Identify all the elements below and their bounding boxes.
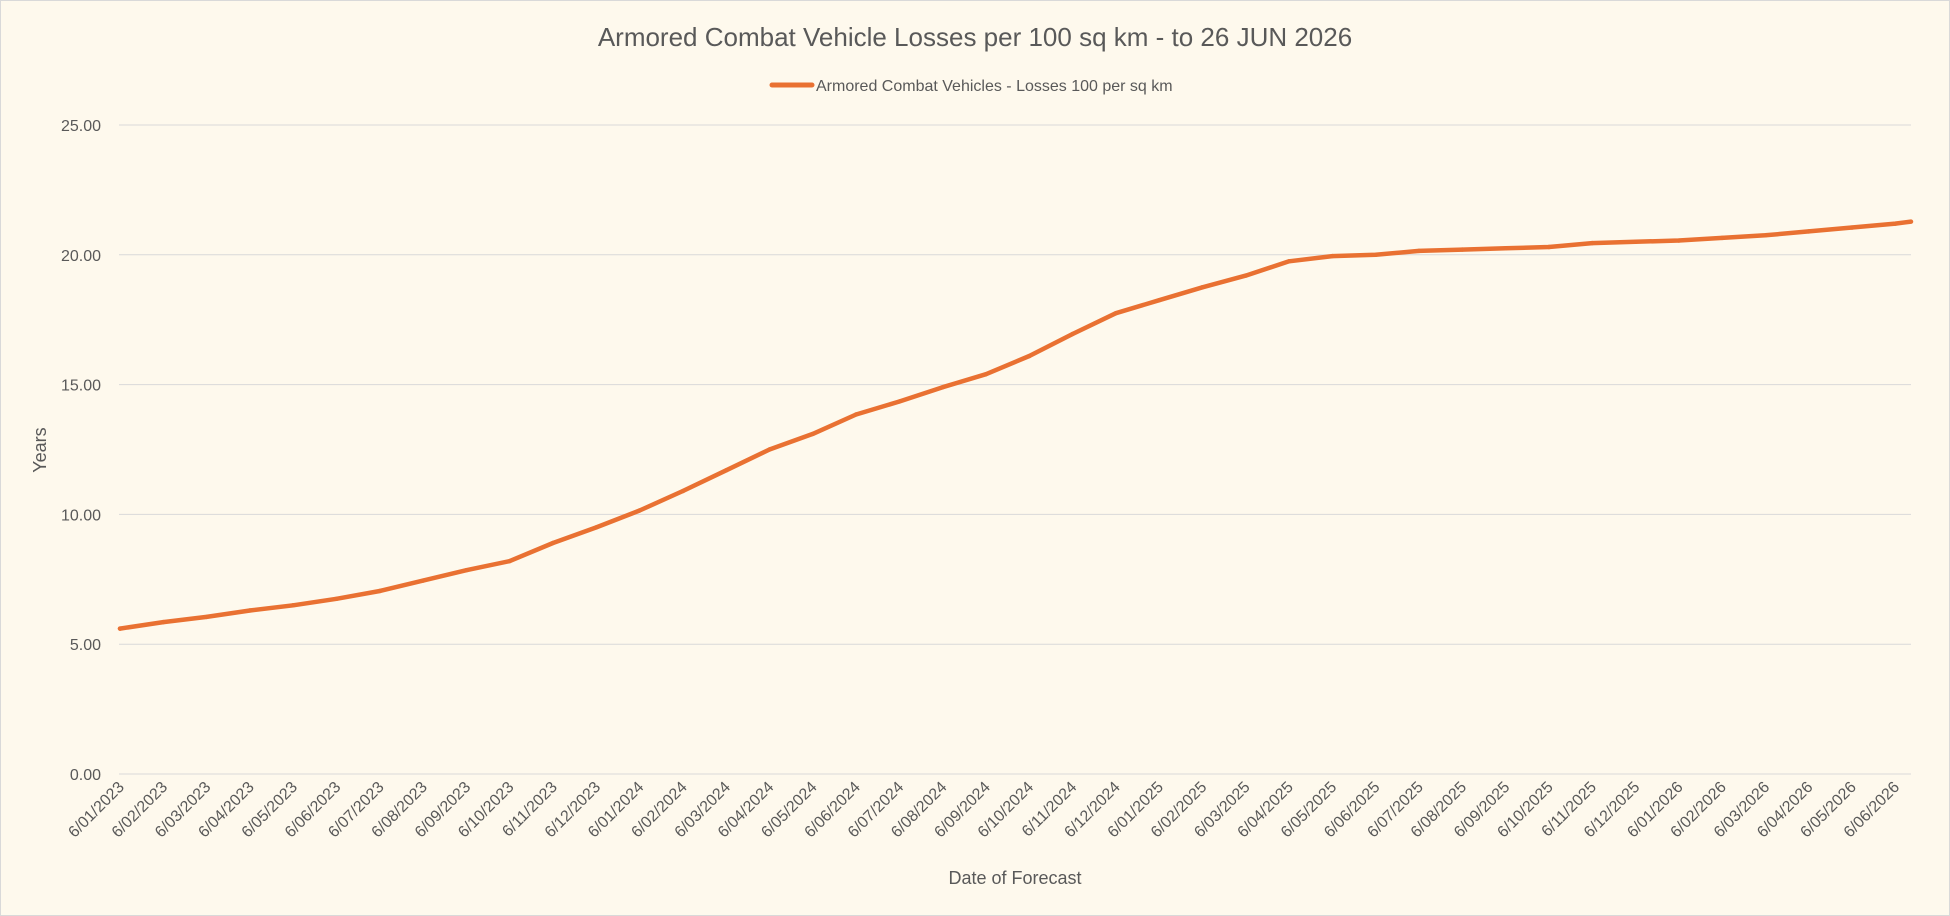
y-tick-label: 20.00 (61, 248, 101, 265)
y-axis-ticks: 0.00 5.00 10.00 15.00 20.00 25.00 (61, 118, 101, 784)
data-point (291, 603, 296, 608)
data-point (594, 525, 599, 530)
data-point (507, 558, 512, 564)
y-axis-title: Years (30, 427, 50, 472)
data-point (680, 488, 686, 494)
series-line (117, 219, 1914, 631)
data-point (1373, 252, 1378, 257)
data-point (1416, 248, 1422, 254)
y-tick-label: 25.00 (61, 118, 101, 135)
y-tick-label: 5.00 (70, 637, 101, 654)
data-point (420, 578, 426, 583)
data-point (1719, 235, 1725, 241)
data-point (1200, 285, 1205, 290)
data-point (1806, 229, 1811, 234)
data-point (377, 588, 382, 594)
data-point (1157, 298, 1162, 303)
data-point (1460, 247, 1465, 252)
data-point (1893, 221, 1898, 226)
x-axis-ticks: 6/01/20236/02/20236/03/20236/04/20236/05… (65, 779, 1903, 841)
data-point (724, 468, 729, 473)
series-layer (117, 219, 1914, 631)
x-axis-title: Date of Forecast (948, 868, 1081, 888)
data-point (767, 447, 772, 452)
data-point (810, 431, 815, 437)
data-point (161, 619, 166, 625)
chart-title: Armored Combat Vehicle Losses per 100 sq… (598, 22, 1352, 52)
data-point (1590, 240, 1595, 246)
data-point (1503, 246, 1508, 251)
data-point (1546, 244, 1552, 250)
y-tick-label: 10.00 (61, 507, 101, 524)
data-point (550, 540, 556, 546)
data-point (1763, 233, 1768, 238)
legend-label: Armored Combat Vehicles - Losses 100 per… (816, 78, 1173, 95)
data-point (1243, 273, 1249, 278)
data-point (1676, 238, 1682, 243)
data-point (464, 568, 469, 573)
data-point (334, 596, 339, 601)
y-tick-label: 15.00 (61, 378, 101, 395)
data-point (247, 608, 253, 613)
data-point (637, 508, 642, 513)
data-point (1633, 239, 1638, 245)
data-point (853, 412, 859, 417)
data-point (117, 626, 123, 631)
gridlines (119, 124, 1911, 775)
data-point (1070, 331, 1075, 337)
data-point (940, 384, 945, 390)
legend: Armored Combat Vehicles - Losses 100 per… (769, 78, 1173, 95)
data-point (1849, 225, 1855, 230)
data-point (1027, 353, 1032, 359)
data-point (897, 399, 902, 404)
data-point (204, 614, 209, 620)
data-point (983, 372, 989, 377)
y-tick-label: 0.00 (70, 767, 101, 784)
data-point (1113, 311, 1119, 316)
data-point (1286, 259, 1292, 264)
data-point (1330, 253, 1335, 259)
